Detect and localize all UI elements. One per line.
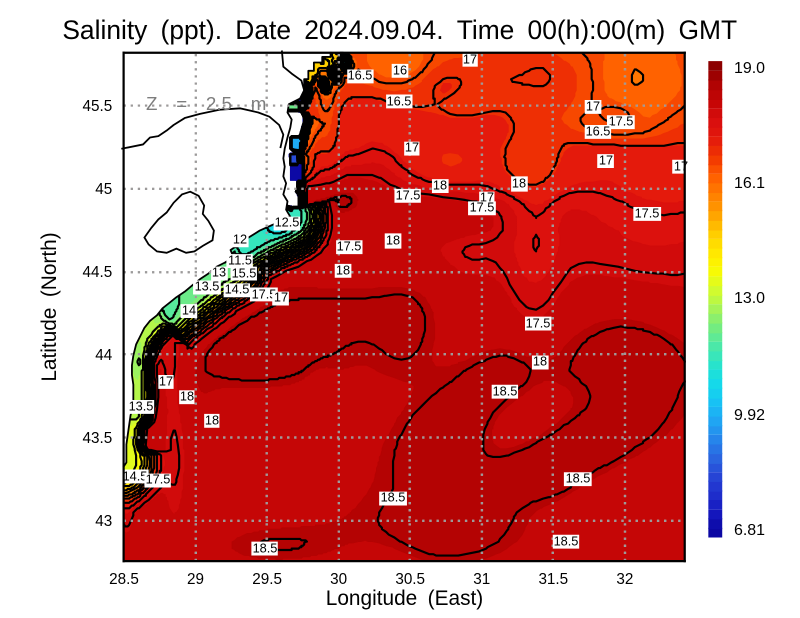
svg-text:30: 30 <box>330 571 347 588</box>
svg-text:14.5: 14.5 <box>225 281 250 296</box>
svg-text:18: 18 <box>533 353 547 368</box>
svg-text:15.5: 15.5 <box>232 265 257 280</box>
svg-text:45.5: 45.5 <box>82 98 112 115</box>
svg-text:17.5: 17.5 <box>609 113 634 128</box>
svg-text:31.5: 31.5 <box>538 571 568 588</box>
svg-text:9.92: 9.92 <box>734 407 765 424</box>
svg-text:18.5: 18.5 <box>554 533 579 548</box>
svg-text:11.5: 11.5 <box>228 252 252 267</box>
svg-text:17.5: 17.5 <box>526 315 551 330</box>
svg-text:17.5: 17.5 <box>396 187 421 202</box>
svg-text:16.5: 16.5 <box>586 123 611 138</box>
svg-text:16.1: 16.1 <box>734 175 765 192</box>
svg-text:30.5: 30.5 <box>395 571 425 588</box>
svg-text:29.5: 29.5 <box>252 571 282 588</box>
svg-text:16: 16 <box>393 62 407 77</box>
svg-text:28.5: 28.5 <box>109 571 139 588</box>
svg-text:18: 18 <box>433 177 447 192</box>
svg-text:17.5: 17.5 <box>252 286 277 301</box>
svg-text:18.5: 18.5 <box>493 383 518 398</box>
svg-text:13.5: 13.5 <box>129 398 154 413</box>
svg-text:18.5: 18.5 <box>566 470 591 485</box>
svg-text:17.5: 17.5 <box>635 205 660 220</box>
svg-text:18: 18 <box>205 412 219 427</box>
svg-text:Longitude (East): Longitude (East) <box>326 587 483 610</box>
svg-text:44.5: 44.5 <box>82 264 112 281</box>
svg-text:17: 17 <box>674 158 688 173</box>
svg-text:17: 17 <box>586 98 600 113</box>
svg-text:18.5: 18.5 <box>381 489 406 504</box>
svg-text:17: 17 <box>463 51 477 66</box>
svg-text:Latitude (North): Latitude (North) <box>38 232 61 381</box>
svg-text:18.5: 18.5 <box>253 540 278 555</box>
svg-text:16.5: 16.5 <box>348 67 373 82</box>
svg-text:14.5: 14.5 <box>123 468 148 483</box>
svg-text:12.5: 12.5 <box>275 214 300 229</box>
svg-text:31: 31 <box>473 571 490 588</box>
svg-text:17: 17 <box>274 289 288 304</box>
svg-text:17: 17 <box>405 139 419 154</box>
svg-text:13.0: 13.0 <box>734 290 765 307</box>
svg-text:12: 12 <box>233 231 247 246</box>
svg-text:18: 18 <box>386 232 400 247</box>
svg-text:17: 17 <box>599 152 613 167</box>
svg-text:17: 17 <box>159 373 173 388</box>
svg-text:17.5: 17.5 <box>146 471 171 486</box>
svg-text:32: 32 <box>616 571 633 588</box>
svg-text:19.0: 19.0 <box>734 60 765 77</box>
svg-text:44: 44 <box>95 347 112 364</box>
svg-text:6.81: 6.81 <box>734 522 765 539</box>
svg-text:18: 18 <box>512 175 526 190</box>
svg-text:17.5: 17.5 <box>337 238 362 253</box>
svg-text:45: 45 <box>95 181 112 198</box>
svg-text:43.5: 43.5 <box>82 430 112 447</box>
svg-text:13: 13 <box>212 264 226 279</box>
svg-text:17.5: 17.5 <box>470 199 495 214</box>
svg-text:13.5: 13.5 <box>195 278 220 293</box>
svg-text:Salinity (ppt). Date 2024.09.0: Salinity (ppt). Date 2024.09.04. Time 00… <box>62 15 737 45</box>
svg-text:29: 29 <box>187 571 204 588</box>
svg-text:18: 18 <box>336 262 350 277</box>
svg-text:17: 17 <box>480 189 494 204</box>
svg-text:16.5: 16.5 <box>387 93 412 108</box>
svg-text:14: 14 <box>182 302 196 317</box>
svg-text:Z = 2.5 m: Z = 2.5 m <box>146 93 266 114</box>
svg-text:18: 18 <box>180 388 194 403</box>
svg-text:43: 43 <box>95 513 112 530</box>
